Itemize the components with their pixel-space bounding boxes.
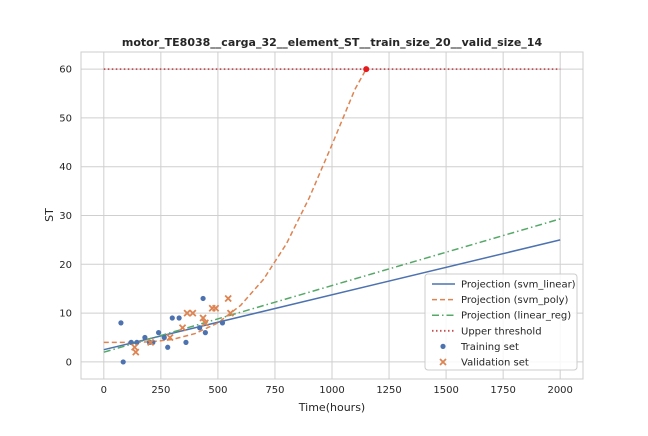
validation-point: [226, 309, 235, 317]
validation-point: [211, 304, 220, 312]
training-point: [197, 325, 203, 331]
x-marker-stroke: [201, 319, 209, 327]
series-line-projection-svm-poly: [103, 68, 367, 344]
legend: Projection (svm_linear) Projection (svm_p…: [424, 273, 578, 371]
x-tick-label: 1750: [490, 385, 515, 396]
x-marker-stroke: [166, 333, 174, 342]
y-tick-label: 30: [59, 211, 72, 222]
x-marker-stroke: [178, 324, 187, 332]
training-point: [128, 339, 134, 345]
x-tick-label: 1000: [319, 385, 344, 396]
grid: [81, 52, 583, 379]
x-tick-label: 0: [101, 385, 107, 396]
training-point: [183, 339, 189, 345]
x-tick-label: 500: [208, 385, 227, 396]
legend-box: [424, 273, 578, 371]
x-marker-stroke: [146, 338, 155, 347]
x-marker-stroke: [183, 309, 191, 317]
plot-frame: [80, 51, 584, 380]
x-marker-stroke: [189, 309, 197, 317]
legend-label-projection-svm-linear: Projection (svm_linear): [461, 280, 576, 291]
legend-label-projection-linear-reg: Projection (linear_reg): [461, 311, 571, 322]
validation-point: [166, 333, 174, 342]
training-point: [200, 295, 206, 302]
y-tick-label: 40: [59, 162, 72, 173]
training-point: [161, 334, 167, 341]
training-point: [118, 320, 124, 326]
y-tick-label: 10: [59, 309, 72, 320]
validation-point: [146, 338, 155, 347]
training-point: [219, 320, 226, 326]
legend-label-upper-threshold: Upper threshold: [461, 326, 542, 337]
validation-point: [201, 319, 209, 327]
x-marker-stroke: [211, 304, 220, 312]
series-line-projection-svm-linear: [103, 239, 561, 351]
x-tick-label: 2000: [547, 385, 572, 396]
validation-point: [130, 343, 139, 351]
x-marker-stroke: [224, 294, 232, 303]
y-tick-label: 20: [59, 260, 72, 271]
training-point: [120, 359, 126, 365]
training-point: [202, 330, 208, 336]
x-tick-label: 1500: [433, 385, 458, 396]
plot-series: [103, 66, 561, 365]
chart-title: motor_TE8038__carga_32__element_ST__trai…: [122, 36, 543, 49]
legend-label-training-set: Training set: [460, 342, 519, 353]
validation-point: [183, 309, 191, 317]
x-marker-stroke: [199, 314, 207, 322]
x-tick-label: 1250: [376, 385, 401, 396]
validation-point: [224, 294, 232, 303]
tick-labels: 0 250 500 750 1000 1250 1500 1750 2000 0 10 20 30 40 5…: [59, 65, 573, 396]
legend-swatch-validation-set: [439, 358, 447, 366]
validation-point: [189, 309, 197, 317]
x-marker-stroke: [226, 309, 235, 317]
training-point: [165, 344, 171, 350]
x-marker-stroke: [132, 348, 140, 356]
y-tick-label: 60: [59, 65, 72, 76]
x-marker-stroke: [439, 358, 447, 366]
legend-label-projection-svm-poly: Projection (svm_poly): [461, 295, 569, 306]
legend-swatch-training-set: [440, 343, 446, 349]
validation-point: [178, 324, 187, 332]
y-tick-label: 50: [59, 113, 72, 124]
validation-point: [199, 314, 207, 322]
x-tick-label: 250: [151, 385, 170, 396]
training-point: [169, 315, 175, 321]
y-axis-label: ST: [43, 208, 56, 222]
failure-point: [363, 66, 370, 73]
training-point: [176, 315, 182, 321]
x-marker-stroke: [130, 343, 139, 351]
training-point: [142, 334, 148, 341]
x-axis-label: Time(hours): [298, 401, 365, 414]
legend-label-validation-set: Validation set: [461, 358, 529, 369]
training-point: [155, 330, 162, 336]
validation-point: [132, 348, 140, 356]
training-point: [134, 339, 140, 345]
x-tick-label: 750: [265, 385, 284, 396]
y-tick-label: 0: [66, 357, 72, 368]
